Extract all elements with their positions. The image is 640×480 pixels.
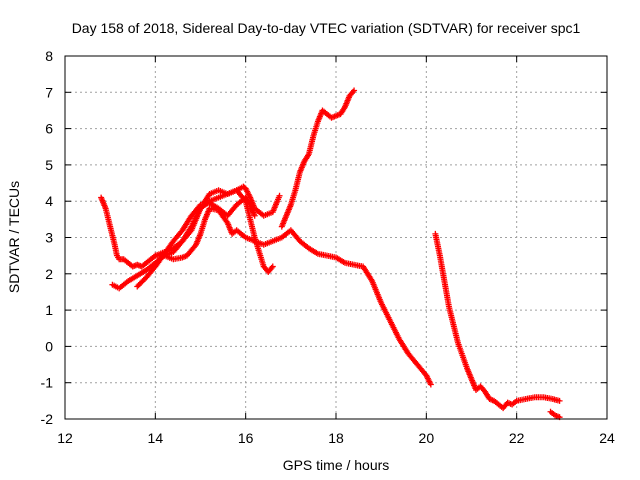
data-point	[556, 397, 563, 404]
y-tick-label: 2	[45, 266, 53, 282]
y-axis-label: SDTVAR / TECUs	[6, 181, 22, 293]
x-tick-label: 12	[57, 430, 73, 446]
series-arc-f	[432, 230, 563, 412]
chart-title: Day 158 of 2018, Sidereal Day-to-day VTE…	[72, 20, 581, 36]
data-point	[351, 87, 358, 94]
y-tick-label: -1	[41, 375, 54, 391]
x-tick-label: 14	[148, 430, 164, 446]
x-tick-label: 22	[509, 430, 525, 446]
y-tick-label: -2	[41, 411, 54, 427]
y-tick-label: 0	[45, 338, 53, 354]
series-arc-d	[152, 205, 434, 388]
x-tick-label: 24	[599, 430, 615, 446]
x-axis-label: GPS time / hours	[283, 457, 390, 473]
y-tick-label: 6	[45, 121, 53, 137]
y-tick-label: 4	[45, 193, 53, 209]
data-marks	[98, 87, 563, 421]
x-tick-label: 20	[419, 430, 435, 446]
grid	[65, 56, 607, 419]
series-arc-g	[547, 408, 563, 421]
x-tick-label: 18	[328, 430, 344, 446]
data-point	[276, 192, 283, 199]
series-arc-e	[278, 87, 358, 230]
y-tick-label: 3	[45, 230, 53, 246]
y-tick-label: 5	[45, 157, 53, 173]
y-tick-label: 1	[45, 302, 53, 318]
x-tick-label: 16	[238, 430, 254, 446]
y-tick-label: 7	[45, 84, 53, 100]
data-point	[269, 263, 276, 270]
y-axis-ticks: -2 -1 0 1 2 3 4 5 6 7 8	[41, 48, 607, 427]
y-tick-label: 8	[45, 48, 53, 64]
data-point	[427, 381, 434, 388]
plot-frame	[64, 55, 608, 420]
data-point	[251, 212, 258, 219]
